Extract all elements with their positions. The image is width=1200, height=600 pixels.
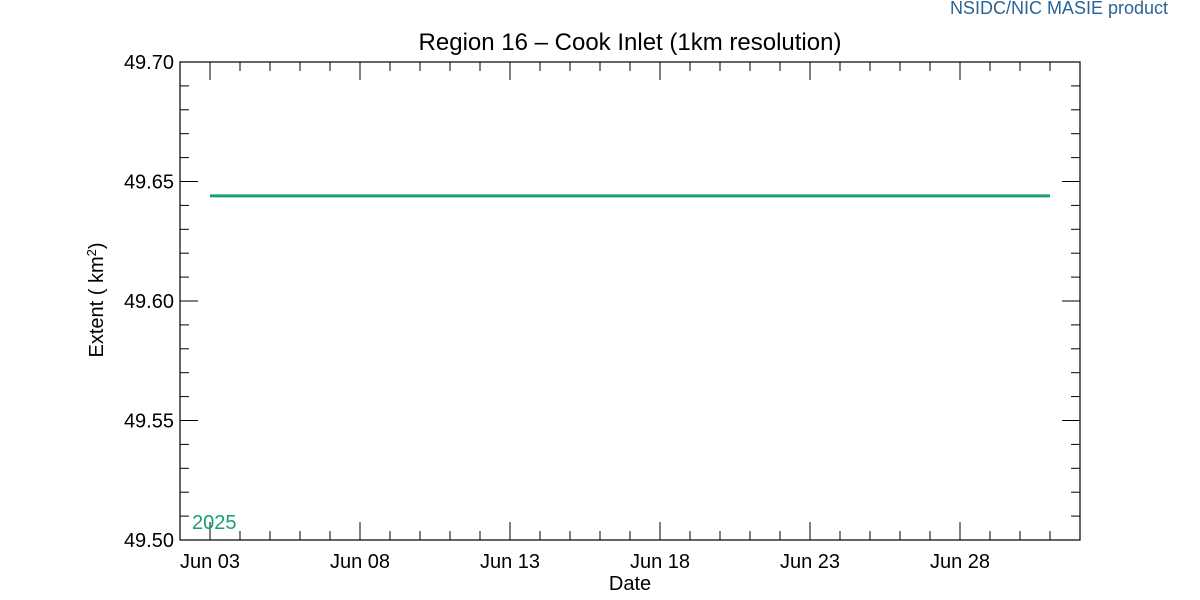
x-axis-label: Date bbox=[609, 573, 651, 595]
y-tick-label: 49.55 bbox=[124, 411, 174, 433]
plot-frame bbox=[179, 61, 1081, 541]
credit-label: NSIDC/NIC MASIE product bbox=[949, 0, 1168, 18]
x-tick-label: Jun 08 bbox=[330, 551, 390, 573]
x-tick-label: Jun 18 bbox=[630, 551, 690, 573]
x-tick-label: Jun 03 bbox=[180, 551, 240, 573]
y-tick-label: 49.70 bbox=[124, 52, 174, 74]
y-axis-label: Extent ( km2) bbox=[84, 242, 109, 357]
y-tick-labels: 49.50 49.55 49.60 49.65 49.70 bbox=[124, 52, 174, 552]
chart-title: Region 16 – Cook Inlet (1km resolution) bbox=[419, 29, 842, 56]
series-group: 2025 bbox=[192, 194, 1050, 534]
legend-label: 2025 bbox=[192, 512, 237, 534]
x-tick-label: Jun 23 bbox=[780, 551, 840, 573]
y-tick-label: 49.65 bbox=[124, 172, 174, 194]
x-tick-label: Jun 13 bbox=[480, 551, 540, 573]
y-tick-label: 49.60 bbox=[124, 291, 174, 313]
axis-ticks bbox=[180, 61, 1080, 541]
x-tick-labels: Jun 03 Jun 08 Jun 13 Jun 18 Jun 23 Jun 28 bbox=[180, 551, 990, 573]
y-tick-label: 49.50 bbox=[124, 530, 174, 552]
x-tick-label: Jun 28 bbox=[930, 551, 990, 573]
